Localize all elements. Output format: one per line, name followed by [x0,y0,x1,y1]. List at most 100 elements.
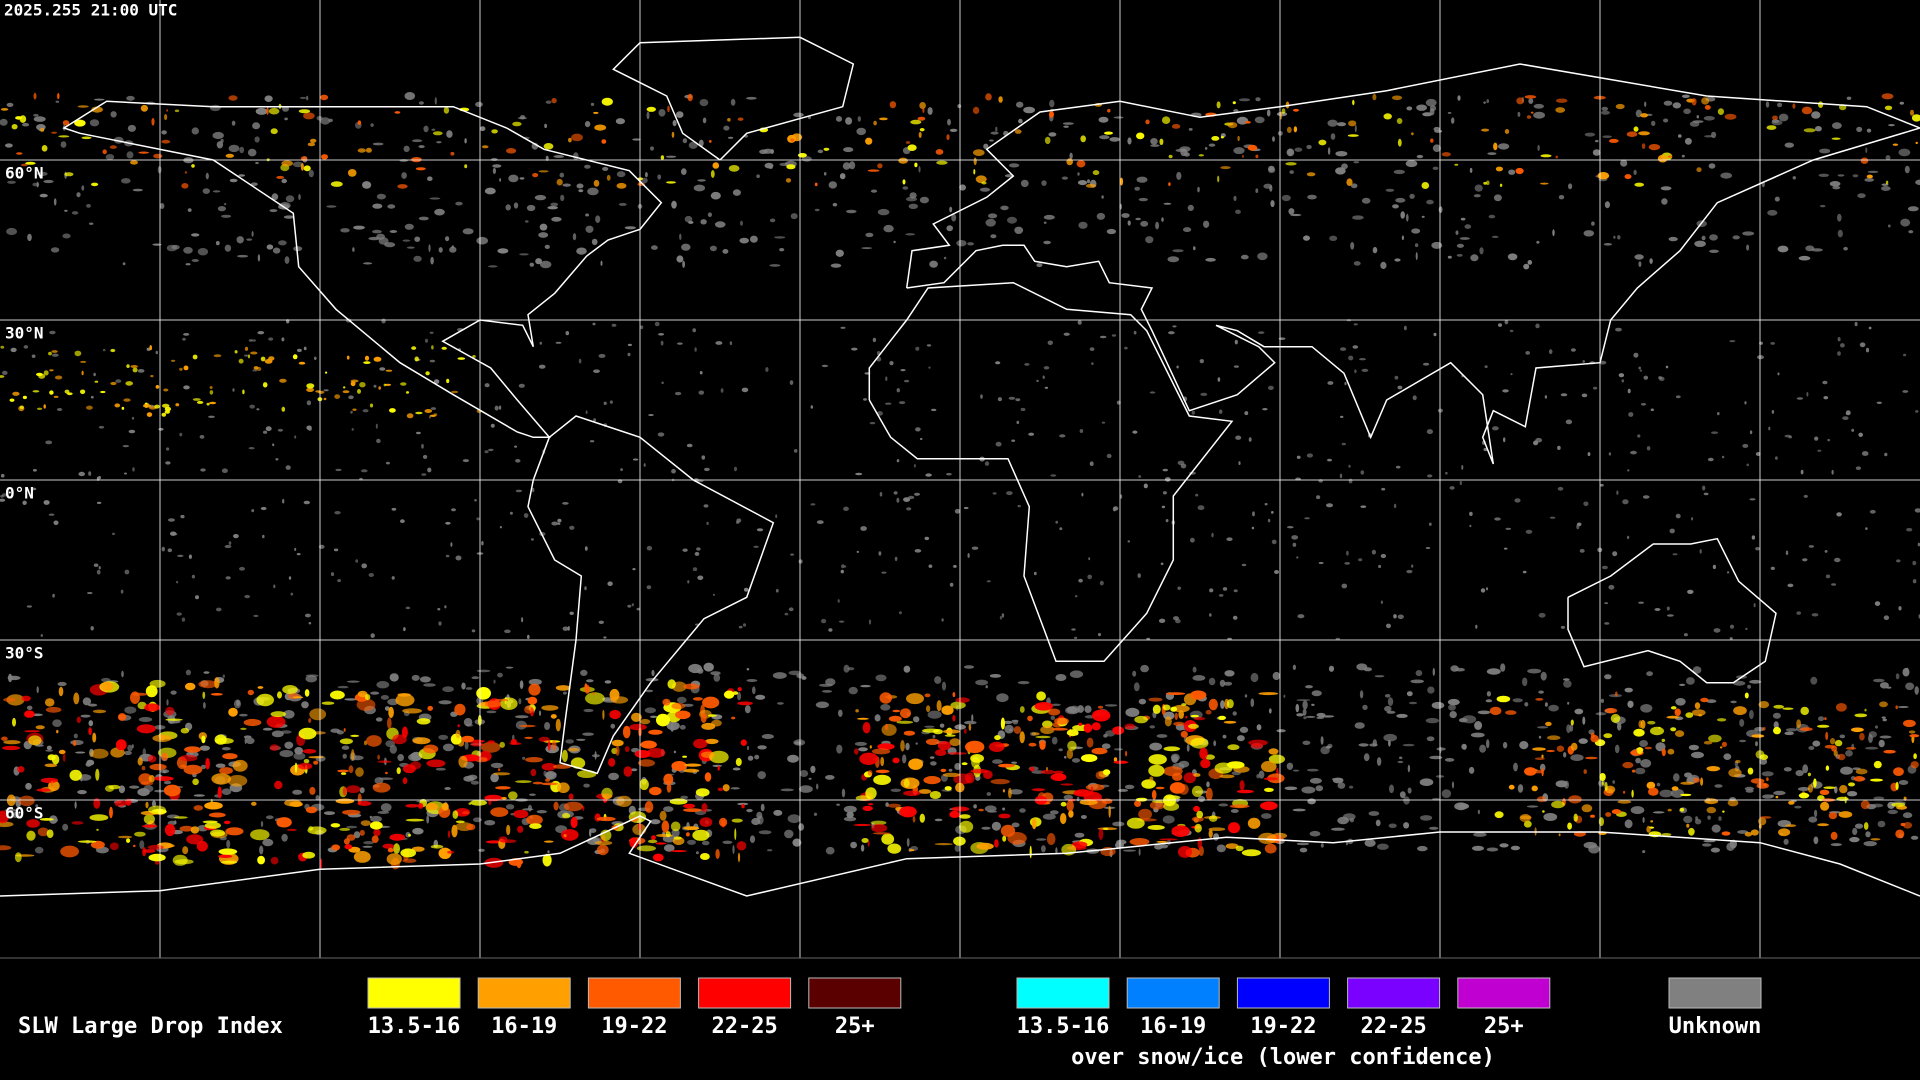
cloud-patch [739,237,749,244]
cloud-patch [105,154,115,160]
cloud-patch [209,104,221,112]
legend-label: 25+ [835,1014,875,1039]
cloud-patch [1447,111,1452,114]
cloud-patch [757,745,767,750]
cloud-patch [181,617,186,622]
cloud-patch [1897,706,1909,708]
cloud-patch [720,388,724,393]
cloud-patch [0,845,12,851]
cloud-patch [1884,105,1893,111]
cloud-patch [1068,810,1074,818]
cloud-patch [53,395,59,398]
cloud-patch [321,154,328,160]
cloud-patch [1331,827,1345,831]
cloud-patch [161,412,167,417]
cloud-patch [1176,171,1182,180]
cloud-patch [115,379,122,383]
cloud-patch [1832,122,1842,129]
cloud-patch [360,820,371,826]
cloud-patch [1194,823,1202,833]
cloud-patch [250,829,270,841]
cloud-patch [1457,95,1461,101]
cloud-patch [1112,821,1125,827]
cloud-patch [649,715,658,718]
cloud-patch [303,165,311,172]
cloud-patch [1493,142,1498,151]
cloud-patch [109,145,117,149]
cloud-patch [1507,253,1518,261]
cloud-patch [195,595,199,600]
cloud-patch [530,538,534,541]
legend-swatch [367,977,461,1009]
cloud-patch [788,607,794,612]
cloud-patch [110,111,117,118]
cloud-patch [732,189,741,196]
cloud-patch [515,489,523,493]
cloud-patch [1186,744,1190,752]
cloud-patch [1032,788,1045,792]
cloud-patch [1175,618,1181,624]
cloud-patch [1807,772,1811,777]
cloud-patch [1293,126,1298,133]
cloud-patch [578,358,582,364]
cloud-patch [1883,615,1890,620]
cloud-patch [1358,743,1369,747]
cloud-patch [1633,728,1645,737]
cloud-patch [1199,747,1208,760]
cloud-patch [1113,748,1123,751]
cloud-patch [1631,789,1634,798]
cloud-patch [363,361,371,364]
cloud-patch [1035,735,1051,739]
cloud-patch [416,431,421,435]
cloud-patch [1475,624,1478,629]
cloud-patch [123,398,131,402]
cloud-patch [828,181,837,189]
cloud-patch [208,812,226,818]
cloud-patch [722,249,729,254]
cloud-patch [992,492,997,495]
cloud-patch [257,254,261,262]
cloud-patch [1140,220,1149,227]
cloud-patch [1615,327,1622,332]
cloud-patch [93,98,105,101]
cloud-patch [1196,810,1204,819]
cloud-patch [3,697,16,702]
cloud-patch [131,416,135,420]
cloud-patch [768,165,773,169]
cloud-patch [1530,111,1534,114]
cloud-patch [281,833,288,842]
cloud-patch [1644,101,1647,107]
cloud-patch [180,727,190,734]
cloud-patch [706,521,709,526]
cloud-patch [926,344,932,347]
cloud-patch [1675,730,1685,737]
cloud-patch [256,366,262,371]
cloud-patch [1759,758,1768,765]
cloud-patch [1683,108,1691,115]
cloud-patch [1523,820,1532,828]
cloud-patch [1670,727,1677,732]
cloud-patch [985,685,988,689]
cloud-patch [616,795,632,808]
cloud-patch [1744,832,1753,837]
cloud-patch [1309,830,1321,837]
cloud-patch [141,765,146,771]
cloud-patch [1635,767,1646,775]
cloud-patch [292,354,298,360]
cloud-patch [262,838,274,847]
cloud-patch [1634,182,1644,187]
cloud-patch [578,189,584,193]
cloud-patch [266,107,269,115]
cloud-patch [1193,805,1200,812]
cloud-patch [165,461,171,465]
cloud-patch [1349,785,1354,789]
cloud-patch [1706,699,1717,704]
cloud-patch [665,155,677,158]
cloud-patch [1608,138,1619,143]
cloud-patch [821,364,829,368]
cloud-patch [903,778,910,788]
cloud-patch [294,762,298,773]
cloud-patch [147,755,157,763]
cloud-patch [602,709,605,720]
